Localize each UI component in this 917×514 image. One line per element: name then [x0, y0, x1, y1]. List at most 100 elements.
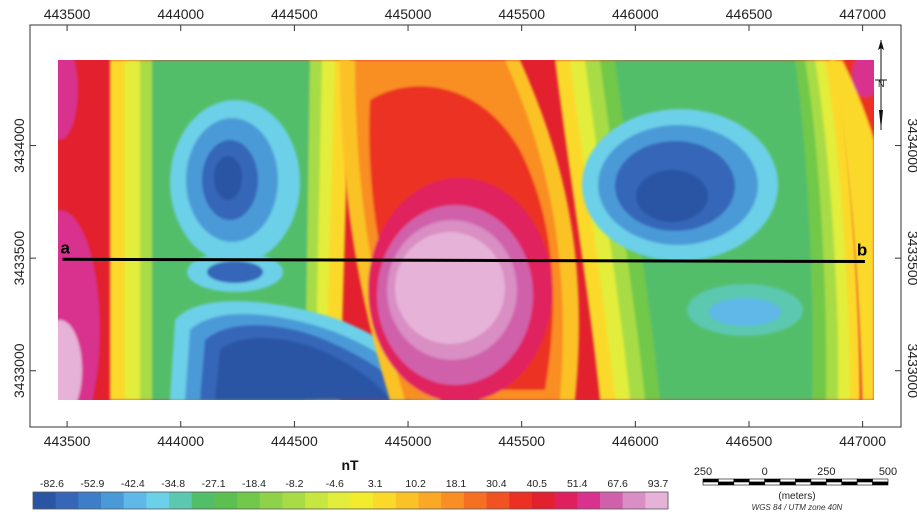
- easting-tick-label-top: 445500: [498, 6, 545, 22]
- legend-label: -27.1: [202, 478, 226, 490]
- legend-border: [32, 491, 669, 510]
- legend-swatch: [146, 492, 170, 509]
- legend-swatch: [55, 492, 79, 509]
- legend-swatch: [463, 492, 488, 509]
- northing-ticks-left: 3433000 3433500 3434000: [11, 118, 36, 398]
- legend-swatch: [237, 492, 261, 509]
- scale-bar-segment: [872, 481, 889, 486]
- magnetic-anomaly-field: [58, 60, 874, 400]
- profile-start-label: a: [61, 238, 71, 257]
- legend-label: 93.7: [648, 478, 669, 490]
- easting-tick-label-bottom: 445000: [385, 433, 432, 449]
- scale-bar-label: 0: [762, 466, 768, 478]
- legend-swatch: [441, 492, 465, 509]
- legend-swatch: [78, 492, 102, 509]
- easting-tick-label-top: 446500: [726, 6, 773, 22]
- legend-label: 18.1: [446, 478, 467, 490]
- legend-swatch: [373, 492, 397, 509]
- northing-tick-label-right: 3433000: [905, 343, 917, 398]
- legend-swatch: [123, 492, 147, 509]
- color-legend: nT -82.6 -52.9 -42.4 -34.8 -27.1 -18.4 -8.2 -4.…: [32, 457, 669, 510]
- legend-label: -8.2: [285, 478, 303, 490]
- scale-bar-label: 250: [694, 466, 712, 478]
- legend-label: 3.1: [368, 478, 383, 490]
- anomaly-east-low-north: [582, 109, 778, 261]
- scale-bar-segment: [779, 481, 796, 486]
- legend-swatch: [259, 492, 283, 509]
- easting-tick-label-bottom: 443500: [44, 433, 91, 449]
- legend-swatch: [509, 492, 533, 509]
- easting-tick-label-top: 446000: [612, 6, 659, 22]
- scale-bar-segment: [795, 478, 812, 483]
- easting-tick-label-bottom: 447000: [839, 433, 886, 449]
- anomaly-southwest-low: [170, 301, 440, 400]
- scale-bar-label: 250: [817, 466, 835, 478]
- northing-tick-label-left: 3434000: [11, 118, 27, 173]
- scale-bar-segment: [826, 478, 843, 483]
- scale-bar-labels: 250 0 250 500: [694, 466, 897, 478]
- scale-bar: 250 0 250 500 (meters) WGS 84 / UTM zone 40…: [694, 466, 897, 512]
- anomaly-west-high: [58, 60, 100, 400]
- scale-bar-segment: [810, 481, 827, 486]
- legend-label: -18.4: [242, 478, 266, 490]
- easting-tick-label-top: 444000: [157, 6, 204, 22]
- legend-swatch: [350, 492, 374, 509]
- legend-swatch: [622, 492, 646, 509]
- legend-swatch: [577, 492, 601, 509]
- scale-bar-segment: [810, 478, 827, 483]
- legend-label: 40.5: [527, 478, 548, 490]
- scale-bar-segment: [718, 481, 735, 486]
- scale-bar-segment: [826, 481, 843, 486]
- legend-label: 10.2: [405, 478, 426, 490]
- scale-bar-segment: [841, 481, 858, 486]
- scale-bar-label: 500: [879, 466, 897, 478]
- legend-swatches: [32, 491, 669, 510]
- legend-swatch: [282, 492, 306, 509]
- legend-labels: -82.6 -52.9 -42.4 -34.8 -27.1 -18.4 -8.2 -4.6 3.…: [40, 478, 668, 490]
- legend-swatch: [486, 492, 510, 509]
- easting-tick-label-top: 447000: [839, 6, 886, 22]
- anomaly-east-low-south: [687, 284, 803, 336]
- legend-swatch: [599, 492, 624, 509]
- easting-tick-label-top: 445000: [385, 6, 432, 22]
- northing-tick-label-right: 3434000: [905, 118, 917, 173]
- anomaly-west-low-mid: [187, 252, 283, 292]
- legend-swatch: [645, 492, 669, 509]
- legend-label: -52.9: [80, 478, 104, 490]
- scale-bar-segment: [764, 481, 781, 486]
- profile-end-label: b: [857, 241, 867, 260]
- profile-line-a-b: [62, 257, 865, 264]
- easting-tick-label-bottom: 446000: [612, 433, 659, 449]
- north-arrow-icon: N: [875, 40, 887, 130]
- scale-bar-segment: [764, 478, 781, 483]
- legend-swatch: [305, 492, 329, 509]
- legend-label: 51.4: [567, 478, 588, 490]
- scale-bar-unit: (meters): [778, 491, 815, 502]
- legend-swatch: [395, 492, 420, 509]
- scale-bar-segment: [748, 478, 765, 483]
- scale-bar-segment: [718, 478, 735, 483]
- anomaly-west-low-north: [170, 100, 300, 264]
- northing-tick-label-right: 3433500: [905, 231, 917, 286]
- scale-bar-segment: [841, 478, 858, 483]
- northing-tick-label-left: 3433000: [11, 343, 27, 398]
- legend-label: 30.4: [486, 478, 507, 490]
- legend-swatch: [418, 492, 442, 509]
- north-arrow-letter: N: [878, 79, 885, 89]
- legend-label: 67.6: [607, 478, 628, 490]
- legend-swatch: [554, 492, 578, 509]
- easting-tick-label-bottom: 446500: [726, 433, 773, 449]
- legend-title: nT: [341, 457, 359, 473]
- legend-label: -34.8: [161, 478, 185, 490]
- scale-bar-segment: [779, 478, 796, 483]
- legend-swatch: [33, 492, 57, 509]
- scale-bar-segment: [872, 478, 889, 483]
- easting-tick-label-bottom: 444500: [271, 433, 318, 449]
- northing-ticks-right: 3433000 3433500 3434000: [895, 118, 917, 398]
- scale-bar-segment: [795, 481, 812, 486]
- legend-swatch: [214, 492, 238, 509]
- legend-swatch: [169, 492, 193, 509]
- scale-bar-segment: [733, 481, 750, 486]
- easting-tick-label-bottom: 445500: [498, 433, 545, 449]
